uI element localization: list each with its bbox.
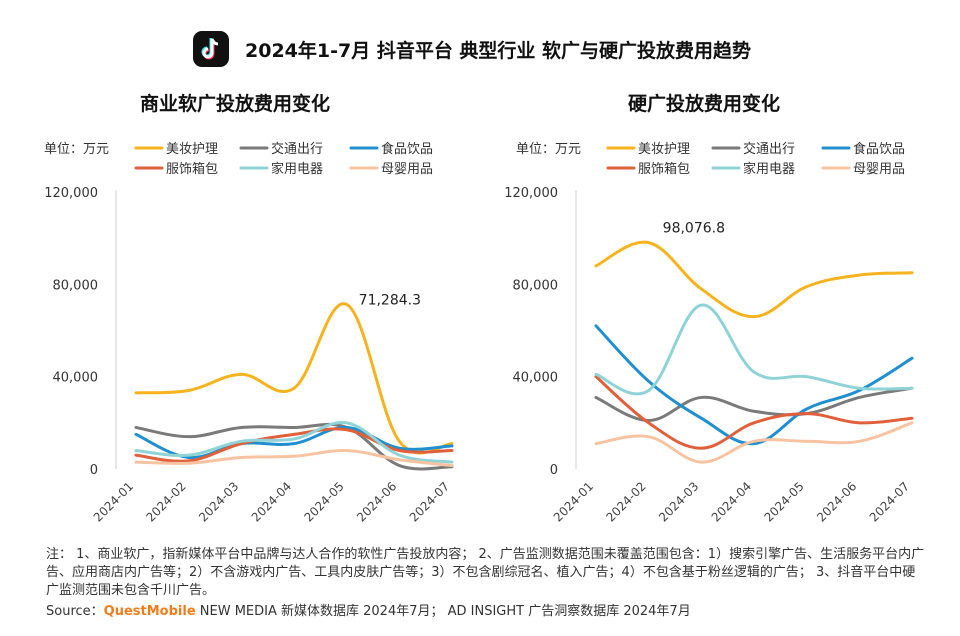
series-line (594, 324, 914, 446)
legend-label: 母婴用品 (853, 162, 905, 177)
series-line (134, 427, 454, 463)
legend-label: 服饰箱包 (638, 161, 690, 177)
x-tick-label: 2024-02 (143, 479, 188, 524)
series-line (134, 302, 454, 455)
hard-ad-chart-title: 硬广投放费用变化 (628, 93, 781, 115)
series-line (134, 422, 454, 471)
y-tick-label: 120,000 (504, 186, 558, 201)
data-label: 71,284.3 (359, 292, 421, 308)
legend-label: 美妆护理 (166, 142, 218, 157)
x-tick-label: 2024-01 (551, 479, 596, 524)
x-tick-label: 2024-06 (354, 479, 399, 524)
y-tick-label: 80,000 (53, 278, 99, 293)
x-tick-label: 2024-01 (91, 479, 136, 524)
source-prefix: Source： (46, 604, 104, 619)
page-title: 2024年1-7月 抖音平台 典型行业 软广与硬广投放费用趋势 (245, 40, 752, 62)
series-line (594, 240, 914, 319)
data-label: 98,076.8 (663, 221, 725, 237)
y-tick-label: 0 (550, 463, 558, 478)
footnotes: 注： 1、商业软广，指新媒体平台中品牌与达人合作的软性广告投放内容； 2、广告监… (46, 547, 925, 598)
x-tick-label: 2024-07 (867, 479, 912, 524)
unit-label: 单位：万元 (516, 142, 581, 157)
y-tick-label: 120,000 (44, 186, 98, 201)
series-line (134, 421, 454, 464)
legend-label: 家用电器 (271, 161, 323, 177)
legend-label: 交通出行 (271, 141, 323, 157)
tiktok-icon (193, 31, 229, 67)
x-tick-label: 2024-02 (603, 479, 648, 524)
x-tick-label: 2024-03 (196, 479, 241, 524)
source-line: Source：QuestMobile NEW MEDIA 新媒体数据库 2024… (46, 600, 691, 619)
legend-label: 母婴用品 (381, 162, 433, 177)
y-tick-label: 80,000 (513, 278, 559, 293)
x-tick-label: 2024-03 (656, 479, 701, 524)
legend-label: 美妆护理 (638, 142, 690, 157)
source-rest: NEW MEDIA 新媒体数据库 2024年7月； AD INSIGHT 广告洞… (195, 604, 691, 619)
source-brand: QuestMobile (103, 604, 196, 619)
unit-label: 单位：万元 (44, 142, 109, 157)
legend-label: 服饰箱包 (166, 161, 218, 177)
y-tick-label: 40,000 (53, 371, 99, 386)
soft-ad-chart-title: 商业软广投放费用变化 (140, 93, 331, 115)
series-line (134, 425, 454, 459)
x-tick-label: 2024-06 (814, 479, 859, 524)
legend-label: 食品饮品 (853, 141, 905, 157)
y-tick-label: 0 (90, 463, 98, 478)
series-line (594, 303, 914, 396)
series-line (594, 421, 914, 464)
x-tick-label: 2024-07 (407, 479, 452, 524)
y-tick-label: 40,000 (513, 371, 559, 386)
series-line (594, 375, 914, 450)
x-tick-label: 2024-05 (761, 479, 806, 524)
series-line (594, 386, 914, 423)
x-tick-label: 2024-04 (709, 479, 754, 524)
legend-label: 家用电器 (743, 161, 795, 177)
series-line (134, 449, 454, 468)
legend-label: 交通出行 (743, 141, 795, 157)
x-tick-label: 2024-04 (249, 479, 294, 524)
x-tick-label: 2024-05 (301, 479, 346, 524)
legend-label: 食品饮品 (381, 141, 433, 157)
